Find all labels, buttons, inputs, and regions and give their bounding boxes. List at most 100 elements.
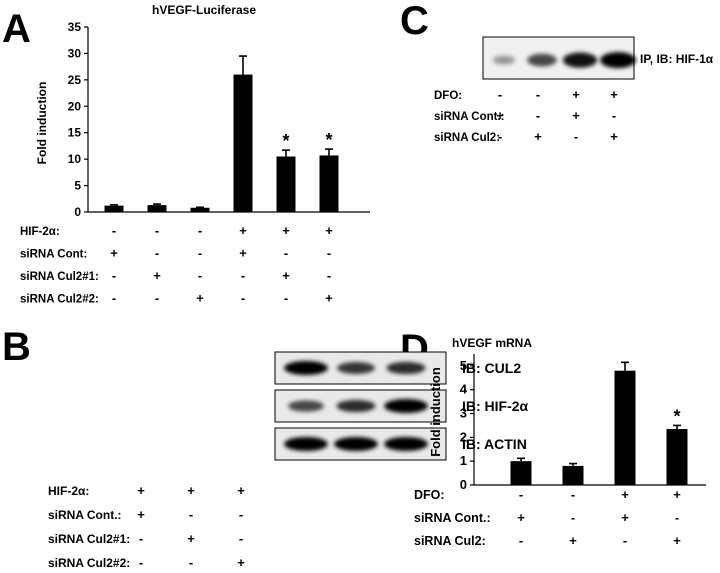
- chart-d: hVEGF mRNA Fold induction 0 1 2 3 4 5 * DFO: -…: [414, 336, 706, 548]
- blot-c-band: [562, 52, 598, 68]
- chart-a: hVEGF-Luciferase Fold induction 0 5 10 15 20…: [20, 3, 370, 306]
- chart-d-condition-sign: -: [571, 510, 575, 525]
- chart-d-condition-sign: -: [675, 510, 679, 525]
- blot-b-band: [384, 399, 428, 413]
- blot-c-condition-sign: -: [536, 108, 540, 123]
- chart-d-condition-sign: +: [517, 510, 525, 525]
- blot-b: IB: CUL2 IB: HIF-2α IB: ACTIN HIF-2α: + + + siR…: [48, 351, 529, 570]
- chart-a-y-tick-label: 20: [68, 99, 82, 113]
- chart-d-condition-sign: +: [673, 487, 681, 502]
- chart-a-bar: [319, 155, 339, 212]
- chart-d-bar: [510, 461, 532, 485]
- chart-a-condition-sign: -: [112, 223, 116, 238]
- blot-b-condition-label: siRNA Cul2#1:: [48, 532, 130, 546]
- chart-a-condition-sign: -: [155, 246, 159, 261]
- chart-a-condition-sign: +: [239, 223, 247, 238]
- chart-a-condition-label: siRNA Cul2#2:: [20, 294, 99, 306]
- chart-d-condition-sign: +: [569, 533, 577, 548]
- blot-b-band: [284, 361, 328, 375]
- blot-b-condition-sign: -: [189, 507, 193, 522]
- blot-c-condition-label: DFO:: [434, 90, 462, 102]
- chart-d-condition-sign: -: [519, 487, 523, 502]
- chart-a-bar: [147, 205, 167, 212]
- chart-a-condition-sign: +: [153, 268, 161, 283]
- chart-a-y-tick-label: 15: [68, 126, 82, 140]
- chart-a-ylabel: Fold induction: [35, 82, 49, 165]
- chart-d-y-tick-label: 1: [460, 453, 467, 468]
- chart-a-condition-label: siRNA Cont:: [20, 249, 87, 261]
- chart-a-bars: * *: [104, 55, 339, 212]
- blot-c-condition-sign: -: [498, 87, 502, 102]
- chart-d-condition-label: siRNA Cont.:: [414, 511, 491, 525]
- chart-a-condition-sign: -: [284, 246, 288, 261]
- chart-d-condition-sign: -: [571, 487, 575, 502]
- blot-b-condition-sign: +: [237, 555, 245, 570]
- chart-a-bar: [233, 74, 253, 212]
- chart-d-condition-label: DFO:: [414, 488, 445, 502]
- chart-a-condition-sign: +: [196, 291, 204, 306]
- chart-a-condition-sign: +: [239, 246, 247, 261]
- blot-c-condition-label: siRNA Cont.:: [434, 111, 504, 123]
- chart-a-condition-sign: +: [325, 291, 333, 306]
- blot-b-condition-sign: -: [139, 531, 143, 546]
- blot-b-band: [284, 437, 328, 451]
- chart-d-y-tick-label: 4: [460, 382, 468, 397]
- chart-d-y-tick-label: 3: [460, 406, 467, 421]
- chart-a-condition-sign: -: [198, 223, 202, 238]
- chart-a-condition-sign: -: [155, 291, 159, 306]
- chart-a-condition-sign: +: [110, 246, 118, 261]
- chart-a-condition-label: HIF-2α:: [20, 226, 60, 238]
- blot-b-condition-label: HIF-2α:: [48, 484, 89, 498]
- chart-a-condition-label: siRNA Cul2#1:: [20, 271, 99, 283]
- chart-a-condition-sign: -: [112, 268, 116, 283]
- chart-d-condition-sign: +: [673, 533, 681, 548]
- blot-c-condition-sign: +: [572, 108, 580, 123]
- blot-b-band: [384, 437, 428, 451]
- chart-a-y-tick-label: 0: [74, 205, 81, 219]
- chart-d-significance-star: *: [673, 406, 680, 426]
- blot-b-condition-sign: +: [187, 483, 195, 498]
- chart-a-y-tick-label: 25: [68, 73, 82, 87]
- blot-c-condition-sign: +: [572, 87, 580, 102]
- blot-c-band: [527, 53, 557, 67]
- chart-a-significance-star: *: [282, 131, 289, 151]
- blot-b-row-label: IB: CUL2: [462, 360, 521, 376]
- chart-a-y-tick-label: 35: [68, 20, 82, 34]
- chart-a-conditions: HIF-2α: - - - + + + siRNA Cont: + - - + - - siRNA Cul2…: [20, 223, 333, 306]
- blot-b-condition-sign: +: [137, 507, 145, 522]
- blot-c-condition-sign: -: [612, 108, 616, 123]
- panel-letter-c: C: [400, 0, 429, 43]
- chart-a-title: hVEGF-Luciferase: [152, 3, 256, 17]
- chart-a-condition-sign: +: [282, 268, 290, 283]
- blot-c-condition-sign: -: [574, 129, 578, 144]
- chart-d-y-tick-label: 2: [460, 429, 467, 444]
- blot-b-band: [336, 362, 376, 374]
- blot-c-condition-label: siRNA Cul2:: [434, 132, 500, 144]
- chart-a-significance-star: *: [325, 130, 332, 150]
- chart-d-y-tick-label: 5: [460, 358, 467, 373]
- chart-a-y-tick-label: 30: [68, 46, 82, 60]
- blot-b-condition-sign: -: [239, 531, 243, 546]
- chart-d-conditions: DFO: - - + + siRNA Cont.: + - + - siRNA Cul2: - + - +: [414, 487, 681, 548]
- chart-d-condition-label: siRNA Cul2:: [414, 534, 486, 548]
- chart-d-ylabel: Fold induction: [428, 367, 443, 457]
- blot-b-condition-sign: -: [189, 555, 193, 570]
- chart-a-y-tick-label: 10: [68, 152, 82, 166]
- chart-a-condition-sign: -: [327, 268, 331, 283]
- blot-b-condition-sign: +: [237, 483, 245, 498]
- blot-b-condition-label: siRNA Cont.:: [48, 508, 122, 522]
- chart-a-condition-sign: -: [112, 291, 116, 306]
- chart-a-condition-sign: -: [198, 268, 202, 283]
- chart-a-y-tick-label: 5: [74, 179, 81, 193]
- blot-b-band: [386, 361, 426, 375]
- chart-a-bar: [104, 205, 124, 212]
- chart-d-condition-sign: -: [623, 533, 627, 548]
- blot-b-condition-label: siRNA Cul2#2:: [48, 556, 130, 570]
- blot-c-band: [600, 52, 636, 69]
- chart-d-condition-sign: -: [519, 533, 523, 548]
- blot-b-band: [287, 400, 325, 412]
- chart-d-y-tick-label: 0: [460, 477, 467, 492]
- chart-d-bar: [614, 370, 636, 485]
